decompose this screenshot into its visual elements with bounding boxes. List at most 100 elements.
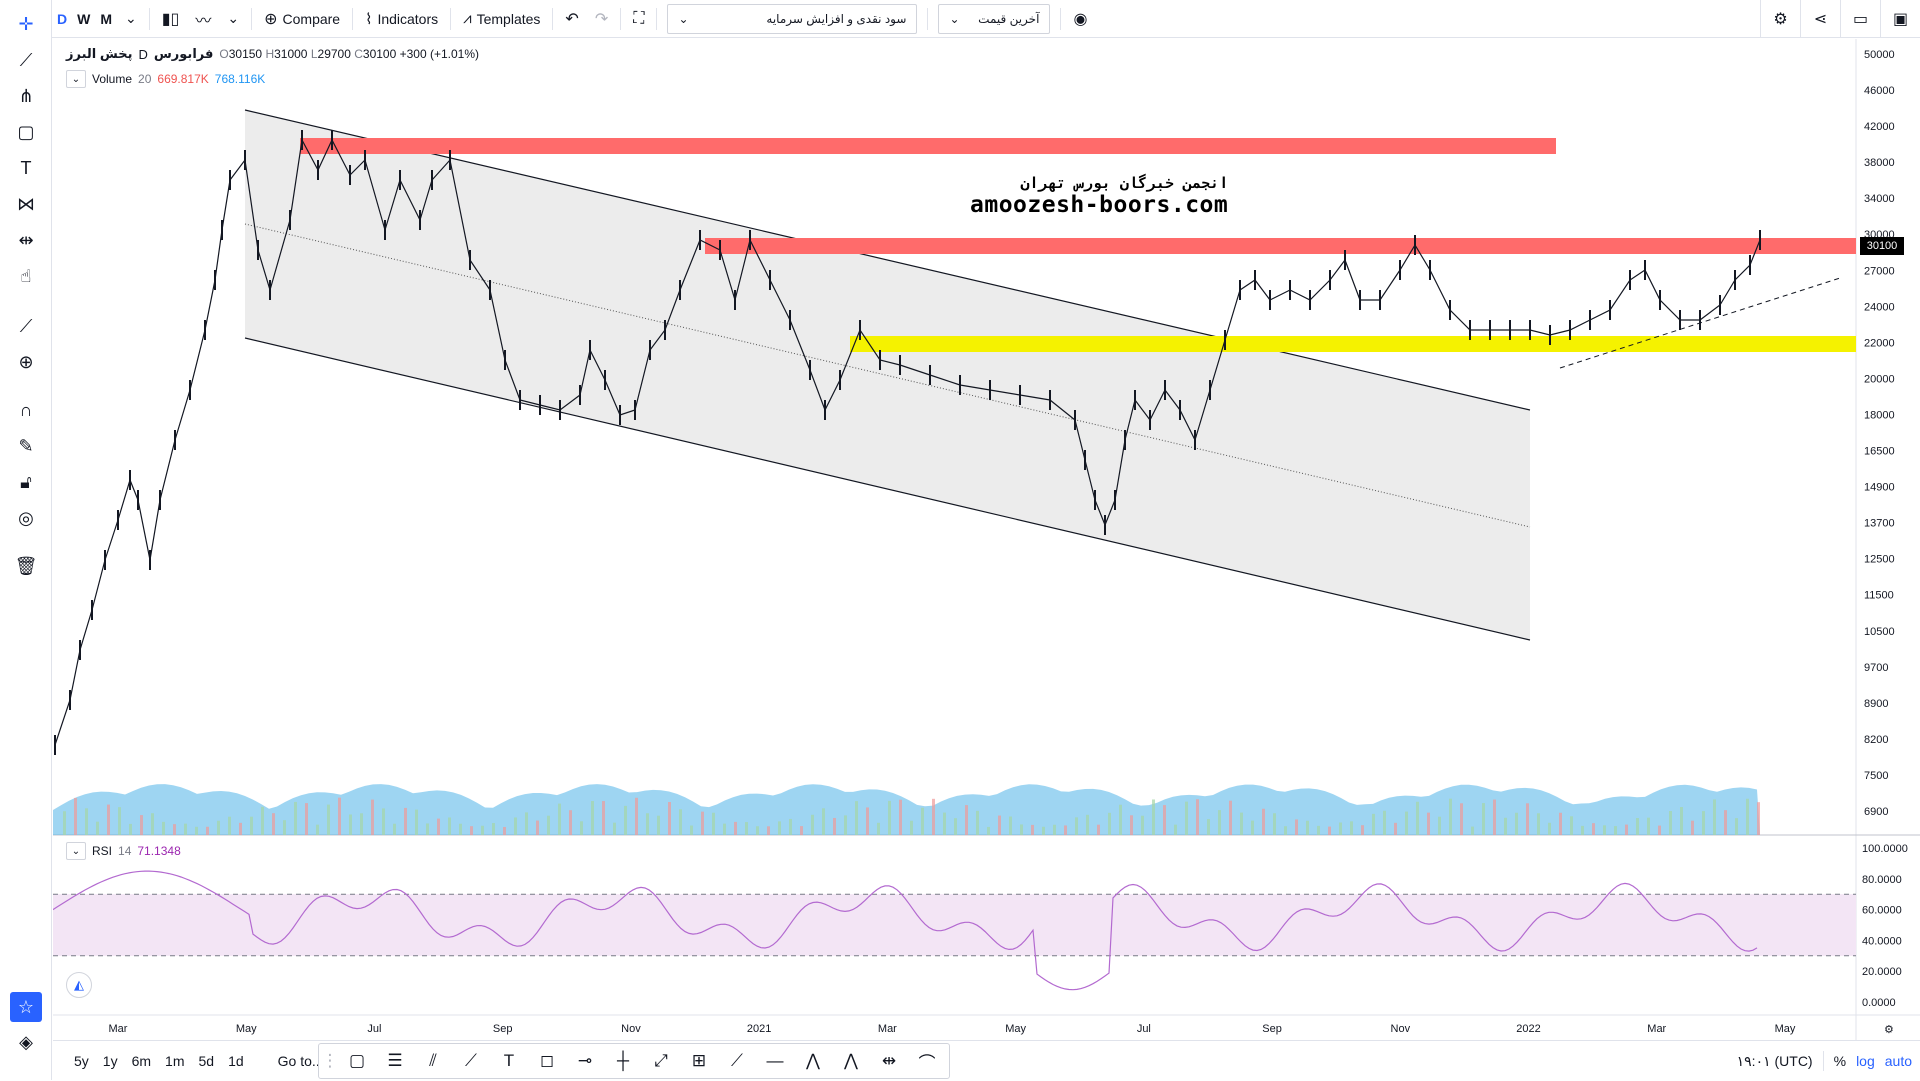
prediction-icon[interactable]: ⇹ <box>18 229 34 250</box>
trend-line-tool-icon[interactable]: ⟋ <box>465 1051 477 1070</box>
range-6m[interactable]: 6m <box>131 1052 152 1069</box>
volume-bar <box>712 812 715 835</box>
layout-icon[interactable]: ▭ <box>1840 0 1880 38</box>
close-label: C <box>354 47 363 61</box>
ray-icon[interactable]: ⤢ <box>654 1051 668 1070</box>
parallel-channel-icon[interactable]: ⫽ <box>429 1051 437 1070</box>
rsi-axis-label: 80.0000 <box>1862 874 1902 886</box>
interval-dropdown-icon[interactable]: ⌄ <box>125 10 137 26</box>
interval-m[interactable]: M <box>100 10 113 27</box>
symbol-exchange: فرابورس <box>153 46 214 61</box>
volume-bar <box>679 809 682 835</box>
volume-bar <box>910 820 913 835</box>
range-1d[interactable]: 1d <box>228 1052 244 1069</box>
range-5d[interactable]: 5d <box>198 1052 215 1069</box>
text-tool-icon[interactable]: T <box>503 1051 515 1070</box>
fullscreen-icon[interactable]: ⛶ <box>633 9 645 27</box>
emoji-icon[interactable]: ☝ <box>20 265 32 286</box>
trend-line-icon[interactable]: ⟋ <box>19 49 33 70</box>
redo-icon[interactable]: ↷ <box>594 10 609 28</box>
lock-icon[interactable]: 🔓︎ <box>20 471 32 492</box>
timezone-label[interactable]: ۱۹:۰۱ (UTC) <box>1736 1052 1813 1069</box>
horizontal-line-icon[interactable]: — <box>766 1051 784 1070</box>
brush-icon[interactable]: ⟋ <box>731 1051 743 1070</box>
collapse-chevron-icon[interactable]: ⌄ <box>66 842 86 860</box>
log-toggle[interactable]: log <box>1856 1053 1875 1069</box>
volume-bar <box>1086 814 1089 835</box>
price-axis-label: 13700 <box>1864 518 1895 530</box>
favorites-star-icon[interactable]: ☆ <box>10 992 42 1022</box>
auto-toggle[interactable]: auto <box>1884 1053 1912 1069</box>
abc-pattern-icon[interactable]: ⋀ <box>844 1051 858 1070</box>
volume-bar <box>1702 811 1705 835</box>
settings-gear-icon[interactable]: ⚙ <box>1760 0 1800 38</box>
templates-button[interactable]: ⩘ Templates <box>455 0 548 38</box>
time-axis-label: May <box>1775 1023 1796 1035</box>
range-1m[interactable]: 1m <box>165 1052 185 1069</box>
volume-bar <box>283 820 286 835</box>
volume-bar <box>1724 810 1727 835</box>
volume-bar <box>767 826 770 835</box>
volume-bar <box>558 803 561 835</box>
compare-button[interactable]: ⊕ Compare <box>256 0 348 38</box>
volume-bar <box>987 826 990 835</box>
curve-icon[interactable]: ⌒ <box>918 1053 936 1073</box>
crosshair-icon[interactable]: ✛ <box>18 13 34 34</box>
chart-type-dropdown-icon[interactable]: ⌄ <box>227 10 240 26</box>
tradingview-logo-icon[interactable]: ◭ <box>66 972 92 998</box>
rectangle-tool-icon[interactable]: ▢ <box>348 1051 366 1070</box>
price-range-icon[interactable]: ⇹ <box>881 1051 897 1070</box>
lock-drawing-icon[interactable]: ✎ <box>18 435 34 456</box>
undo-icon[interactable]: ↶ <box>565 10 579 28</box>
share-icon[interactable]: ⋖ <box>1800 0 1840 38</box>
volume-bar <box>437 818 440 835</box>
zoom-icon[interactable]: ⊕ <box>18 351 34 372</box>
eye-icon[interactable]: ◉ <box>1073 10 1088 28</box>
callout-icon[interactable]: ◻ <box>539 1051 555 1070</box>
resistance-zone-upper <box>300 138 1556 154</box>
indicators-button[interactable]: ⌇ Indicators <box>357 0 446 38</box>
time-axis-label: May <box>1005 1023 1026 1035</box>
horizontal-ray-icon[interactable]: ⊸ <box>577 1051 593 1070</box>
horizontal-lines-icon[interactable]: ☰ <box>387 1051 403 1070</box>
volume-bar <box>1438 816 1441 835</box>
pattern-icon[interactable]: ⋈ <box>17 193 35 214</box>
volume-bar <box>1746 798 1749 835</box>
range-1y[interactable]: 1y <box>102 1052 118 1069</box>
price-chart[interactable]: 5000046000420003800034000300002700024000… <box>53 39 1920 1040</box>
elliott-wave-icon[interactable]: ⋀ <box>806 1051 820 1070</box>
pitchfork-icon[interactable]: ⋔ <box>18 85 34 106</box>
trash-icon[interactable]: 🗑︎ <box>14 555 38 576</box>
line-chart-type-icon[interactable]: 〰 <box>195 12 212 30</box>
volume-bar <box>503 826 506 835</box>
price-axis-label: 42000 <box>1864 121 1895 133</box>
divider <box>148 7 150 30</box>
percent-toggle[interactable]: % <box>1833 1053 1847 1069</box>
collapse-chevron-icon[interactable]: ⌄ <box>66 70 86 88</box>
volume-bar <box>173 824 176 835</box>
volume-bar <box>1625 824 1628 835</box>
rectangle-icon[interactable]: ▢ <box>17 121 35 142</box>
interval-w[interactable]: W <box>77 10 91 27</box>
price-source-select[interactable]: ⌄ آخرین قیمت <box>938 3 1051 34</box>
volume-bar <box>206 826 209 835</box>
range-5y[interactable]: 5y <box>74 1052 89 1069</box>
volume-bar <box>1592 823 1595 835</box>
camera-icon[interactable]: ▣ <box>1880 0 1920 38</box>
layers-icon[interactable]: ◈ <box>19 1031 33 1052</box>
ruler-icon[interactable]: ⟋ <box>19 315 33 336</box>
eye-icon[interactable]: ◎ <box>18 507 34 528</box>
volume-bar <box>1636 818 1639 835</box>
interval-d[interactable]: D <box>57 10 68 27</box>
magnet-icon[interactable]: ∩ <box>19 399 33 420</box>
candles-chart-type-icon[interactable]: ▮▯ <box>161 10 180 28</box>
cross-line-icon[interactable]: ┼ <box>616 1051 630 1070</box>
goto-button[interactable]: Go to... <box>277 1052 324 1069</box>
drag-handle-icon[interactable]: ⋮ <box>321 1051 339 1070</box>
dividends-select[interactable]: ⌄ سود نقدی و افزایش سرمایه <box>667 3 918 34</box>
watermark-fa: انجمن خبرگان بورس تهران <box>1020 174 1229 192</box>
volume-bar <box>1174 824 1177 835</box>
volume-bar <box>1757 802 1760 835</box>
date-price-range-icon[interactable]: ⊞ <box>691 1051 707 1070</box>
text-icon[interactable]: T <box>20 157 32 178</box>
